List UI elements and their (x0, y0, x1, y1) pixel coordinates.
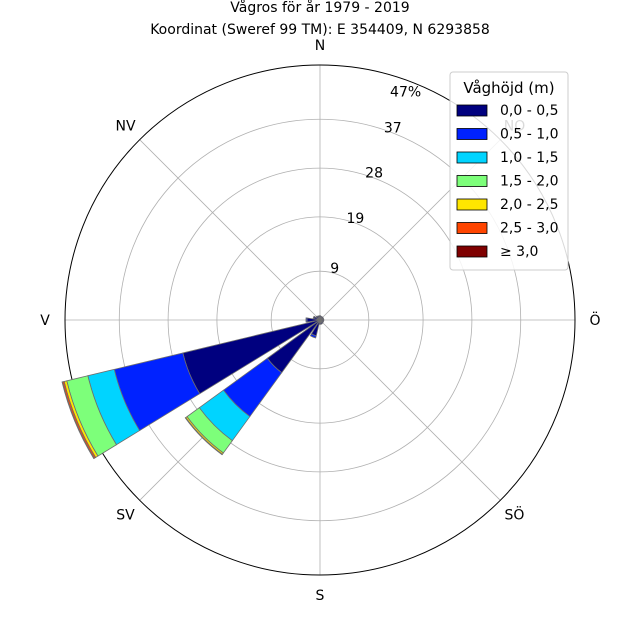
radial-tick-label: 37 (384, 121, 402, 137)
grid-spoke (139, 139, 321, 321)
petal-segment (309, 333, 317, 339)
legend-swatch (456, 128, 488, 140)
radial-tick-label: 19 (346, 211, 364, 227)
legend-swatch (456, 245, 488, 258)
petal-segment (318, 315, 322, 321)
direction-label: V (40, 313, 50, 329)
direction-label: S (316, 588, 325, 604)
legend-frame (449, 71, 569, 271)
petal-segment (184, 417, 223, 456)
legend-label: 1,5 - 2,0 (500, 174, 558, 190)
legend-entries: 0,0 - 0,5 0,5 - 1,0 1,0 - 1,5 1,5 - 2,0 2,0 … (456, 103, 558, 260)
direction-label: N (315, 38, 325, 54)
legend-label: 2,5 - 3,0 (500, 221, 558, 237)
grid-ring (118, 118, 522, 522)
radial-max-label: 47% (390, 84, 421, 100)
legend-swatch (456, 104, 488, 117)
legend-swatch (456, 175, 488, 187)
legend-swatch (456, 222, 488, 234)
chart-subtitle: Koordinat (Sweref 99 TM): E 354409, N 62… (150, 22, 490, 38)
grid-ring (216, 216, 424, 424)
direction-label: SV (116, 508, 135, 524)
legend-label: 0,0 - 0,5 (500, 103, 558, 119)
grid-ring (270, 270, 370, 370)
petal-segment (312, 315, 315, 319)
legend-label: 2,0 - 2,5 (500, 197, 558, 213)
radial-tick-label: 9 (330, 261, 339, 277)
direction-label: Ö (589, 311, 600, 329)
petal-segment (318, 319, 322, 325)
radial-tick-labels: 9 19 28 37 47% (330, 84, 421, 277)
legend-label: ≥ 3,0 (500, 244, 538, 260)
grid-ring (167, 167, 473, 473)
petal-segment (305, 317, 308, 323)
direction-label: NV (115, 119, 135, 135)
legend-title: Våghöjd (m) (463, 79, 554, 97)
grid-spoke (319, 319, 501, 501)
wave-petals (61, 315, 325, 460)
legend-label: 0,5 - 1,0 (500, 127, 558, 143)
petal-segment (61, 381, 95, 460)
legend-label: 1,0 - 1,5 (500, 150, 558, 166)
radial-tick-label: 28 (365, 166, 383, 182)
chart-title: Vågros för år 1979 - 2019 (230, 0, 409, 16)
direction-label: SÖ (505, 506, 525, 524)
legend: Våghöjd (m) 0,0 - 0,5 0,5 - 1,0 1,0 - 1,5 1… (449, 71, 569, 271)
outer-ring (64, 64, 576, 576)
legend-swatch (456, 198, 488, 211)
legend-swatch (456, 151, 488, 164)
